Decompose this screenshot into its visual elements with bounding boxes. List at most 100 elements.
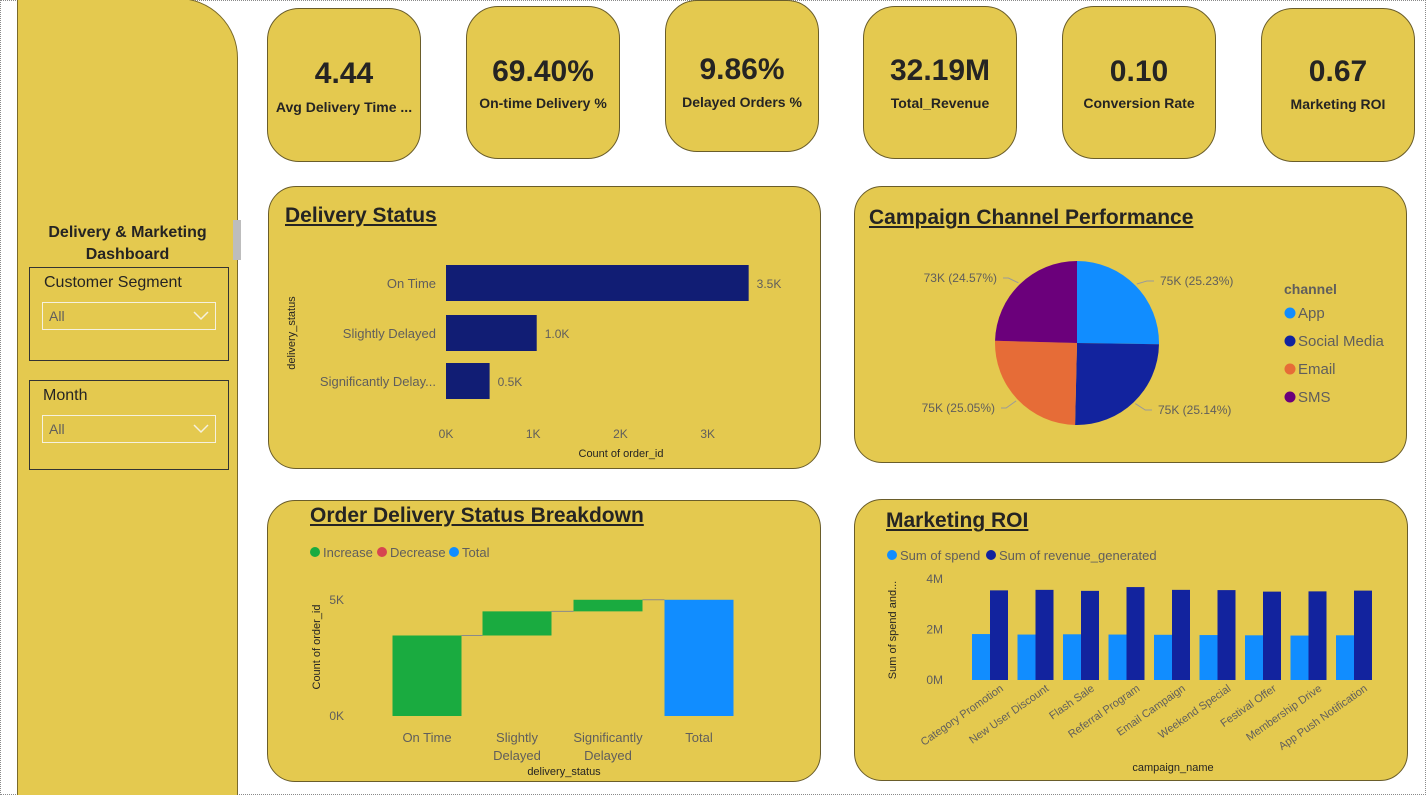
customer-segment-dropdown[interactable]: All (42, 302, 216, 330)
sidebar-scrollbar[interactable] (233, 220, 241, 260)
leader-line (1134, 403, 1152, 411)
column-bar (1245, 635, 1263, 680)
legend-marker (1284, 307, 1296, 319)
pie-slice (1077, 261, 1159, 345)
kpi-label: Marketing ROI (1290, 96, 1386, 112)
legend-marker (449, 547, 459, 557)
waterfall-bar (482, 611, 552, 636)
legend-label: SMS (1298, 389, 1331, 406)
data-label: 0.5K (498, 375, 523, 389)
column-bar (972, 634, 990, 680)
column-bar (1217, 590, 1236, 680)
category-label: New User Discount (967, 683, 1051, 747)
x-tick-label: 2K (613, 427, 628, 441)
x-axis-title: campaign_name (1132, 762, 1213, 774)
column-bar (1336, 635, 1354, 680)
slice-label: 75K (25.23%) (1160, 274, 1233, 288)
kpi-card-delayed-orders[interactable]: 9.86% Delayed Orders % (665, 0, 819, 152)
leader-line (1001, 400, 1017, 409)
kpi-card-conversion-rate[interactable]: 0.10 Conversion Rate (1062, 6, 1216, 159)
dashboard-title-line2: Dashboard (85, 246, 170, 263)
customer-segment-label: Customer Segment (44, 274, 182, 291)
kpi-value: 0.10 (1109, 55, 1169, 88)
column-bar (1199, 635, 1218, 680)
kpi-card-total-revenue[interactable]: 32.19M Total_Revenue (863, 6, 1017, 159)
legend-label: Social Media (1298, 333, 1385, 350)
column-bar (1263, 591, 1281, 680)
sidebar-panel (17, 0, 238, 795)
chevron-down-icon (193, 311, 209, 321)
dashboard-title-line1: Delivery & Marketing (48, 224, 207, 241)
legend-marker (887, 550, 897, 560)
kpi-value: 9.86% (699, 53, 785, 86)
y-tick-label: 4M (926, 572, 943, 586)
chevron-down-icon (193, 424, 209, 434)
delivery-status-title: Delivery Status (285, 204, 437, 227)
category-label: Significantly Delay... (320, 374, 436, 389)
column-bar (1126, 587, 1145, 680)
kpi-value: 0.67 (1308, 55, 1368, 88)
kpi-card-on-time-delivery[interactable]: 69.40% On-time Delivery % (466, 6, 620, 159)
bar (446, 315, 537, 351)
marketing-roi-title: Marketing ROI (886, 509, 1029, 532)
marketing-roi-panel[interactable]: Marketing ROI Sum of spend Sum of revenue… (854, 499, 1408, 781)
column-bar (1308, 591, 1327, 680)
legend-label: Decrease (390, 545, 446, 560)
kpi-label: Conversion Rate (1083, 95, 1195, 111)
column-bar (1172, 589, 1190, 680)
pie-slice (995, 261, 1077, 343)
legend-marker (986, 550, 996, 560)
legend-label: Increase (323, 545, 373, 560)
breakdown-title: Order Delivery Status Breakdown (310, 504, 644, 527)
kpi-label: Total_Revenue (890, 95, 990, 111)
waterfall-bar (664, 599, 734, 716)
month-value: All (49, 421, 65, 437)
kpi-label: On-time Delivery % (479, 95, 607, 111)
marketing-roi-chart: Sum of spend Sum of revenue_generated 0M 2M… (887, 548, 1372, 774)
category-label: On Time (387, 276, 436, 291)
delivery-status-chart: On Time 3.5K Slightly Delayed 1.0K Significa… (286, 265, 781, 460)
kpi-label: Delayed Orders % (682, 94, 802, 110)
legend-marker (1284, 391, 1296, 403)
column-bar (1081, 590, 1099, 680)
campaign-channel-title: Campaign Channel Performance (869, 206, 1194, 229)
bar (446, 265, 749, 301)
slice-label: 75K (25.05%) (922, 401, 995, 415)
month-dropdown[interactable]: All (42, 415, 216, 443)
column-bar (990, 590, 1008, 680)
month-slicer: Month All (29, 380, 229, 470)
column-bar (1108, 634, 1127, 680)
y-tick-label: 0M (926, 673, 943, 687)
bar (446, 363, 490, 399)
pie-slice (995, 340, 1077, 425)
category-label: Slightly (496, 730, 538, 745)
waterfall-bar (392, 635, 462, 716)
kpi-value: 4.44 (314, 57, 374, 90)
legend-title: channel (1284, 281, 1337, 297)
kpi-value: 69.40% (492, 55, 594, 88)
pie-slice (1075, 343, 1159, 425)
x-axis-title: Count of order_id (579, 448, 664, 460)
slice-label: 75K (25.14%) (1158, 403, 1231, 417)
column-bar (1063, 634, 1081, 680)
month-label: Month (43, 387, 88, 404)
legend-marker (1284, 335, 1296, 347)
x-tick-label: 3K (700, 427, 715, 441)
x-tick-label: 1K (526, 427, 541, 441)
legend-marker (310, 547, 320, 557)
campaign-channel-panel[interactable]: Campaign Channel Performance 75K (25.23%… (854, 186, 1407, 463)
breakdown-panel[interactable]: Order Delivery Status Breakdown Increase… (267, 500, 821, 782)
category-label: Significantly (573, 730, 643, 745)
leader-line (1136, 280, 1154, 285)
category-label: On Time (402, 730, 451, 745)
category-label: Delayed (584, 748, 632, 763)
y-axis-title: delivery_status (286, 296, 298, 370)
delivery-status-panel[interactable]: Delivery Status On Time 3.5K Slightly Dela… (268, 186, 821, 469)
data-label: 1.0K (545, 327, 570, 341)
kpi-card-marketing-roi[interactable]: 0.67 Marketing ROI (1261, 8, 1415, 162)
breakdown-chart: Increase Decrease Total 0K 5K On Time Slightly… (310, 545, 734, 778)
x-axis-title: delivery_status (527, 766, 601, 778)
customer-segment-value: All (49, 308, 65, 324)
kpi-card-avg-delivery-time[interactable]: 4.44 Avg Delivery Time ... (267, 8, 421, 162)
legend-marker (1284, 363, 1296, 375)
